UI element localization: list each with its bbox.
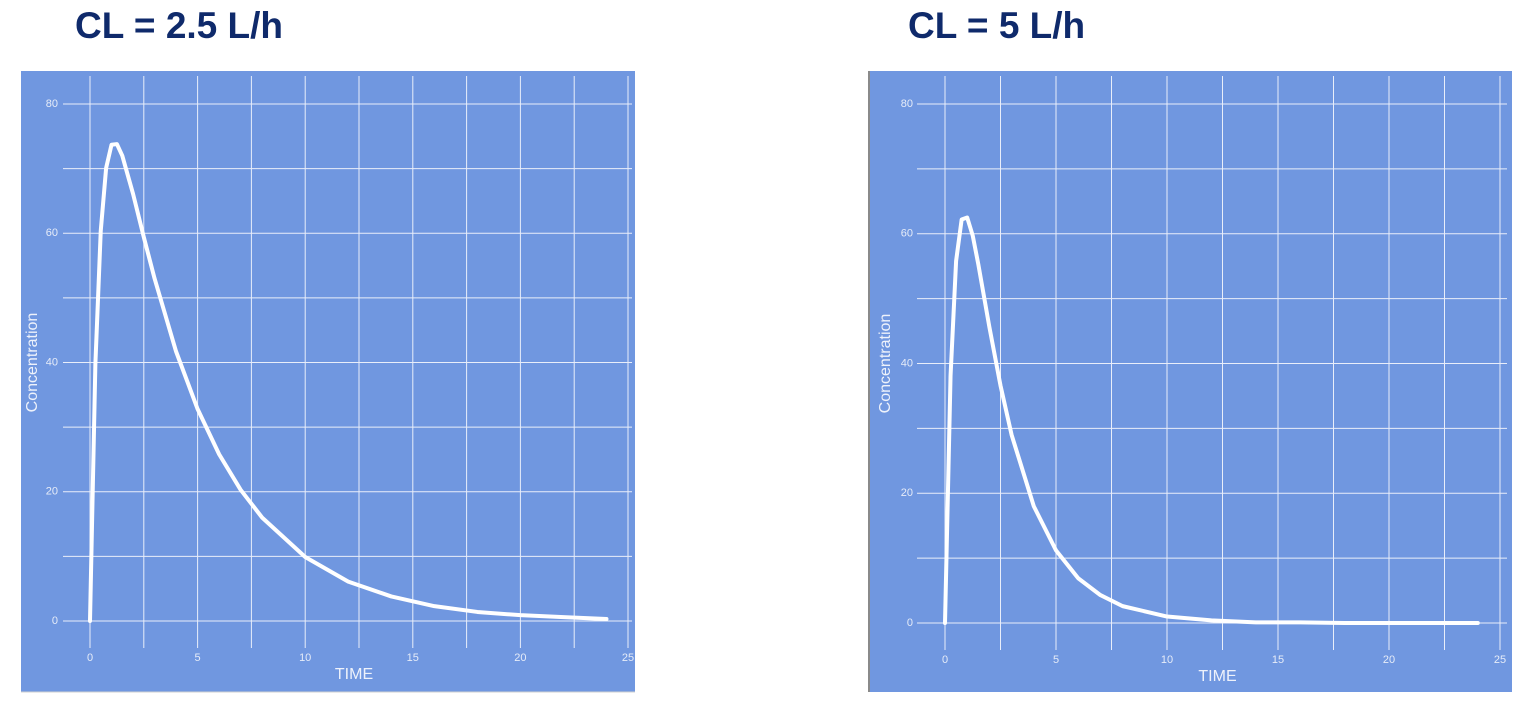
x-tick-label: 10	[1161, 654, 1173, 666]
x-tick-label: 15	[1272, 654, 1284, 666]
y-axis-title: Concentration	[877, 314, 894, 414]
plot-background	[21, 71, 635, 692]
x-axis-title: TIME	[1198, 668, 1236, 685]
y-axis-title: Concentration	[24, 313, 41, 413]
x-tick-label: 20	[1383, 654, 1395, 666]
chart-title: CL = 2.5 L/h	[75, 5, 283, 46]
y-tick-label: 20	[46, 486, 58, 498]
x-tick-label: 25	[622, 652, 634, 664]
x-tick-label: 0	[87, 652, 93, 664]
plot-background	[868, 71, 1512, 692]
x-tick-label: 5	[195, 652, 201, 664]
y-tick-label: 80	[901, 98, 913, 110]
x-tick-label: 10	[299, 652, 311, 664]
x-tick-label: 5	[1053, 654, 1059, 666]
curve	[88, 142, 609, 623]
x-tick-label: 0	[942, 654, 948, 666]
chart-title: CL = 5 L/h	[908, 5, 1085, 46]
x-axis-title: TIME	[335, 666, 373, 683]
y-tick-label: 20	[901, 487, 913, 499]
y-tick-label: 80	[46, 98, 58, 110]
y-tick-label: 40	[901, 357, 913, 369]
x-tick-label: 25	[1494, 654, 1506, 666]
y-tick-label: 0	[907, 617, 913, 629]
y-tick-label: 0	[52, 615, 58, 627]
x-tick-label: 20	[514, 652, 526, 664]
y-tick-label: 60	[901, 228, 913, 240]
x-tick-label: 15	[407, 652, 419, 664]
y-tick-label: 40	[46, 356, 58, 368]
y-tick-label: 60	[46, 227, 58, 239]
curve	[943, 215, 1480, 625]
